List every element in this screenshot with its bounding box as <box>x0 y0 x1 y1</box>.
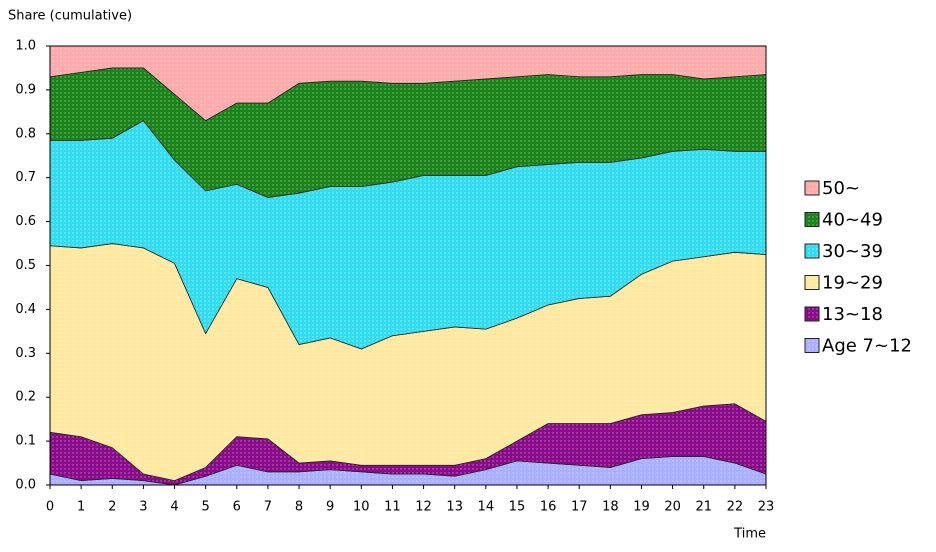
x-axis-label: Time <box>733 527 766 542</box>
legend-label: 30~39 <box>822 241 883 262</box>
x-tick-label: 0 <box>46 500 54 515</box>
x-tick-label: 18 <box>602 500 619 515</box>
y-tick-label: 0.1 <box>15 434 36 449</box>
y-tick-label: 0.0 <box>15 478 36 493</box>
x-tick-label: 23 <box>758 500 775 515</box>
x-tick-label: 10 <box>353 500 370 515</box>
legend-swatch <box>804 306 820 322</box>
x-tick-label: 8 <box>295 500 303 515</box>
x-tick-label: 22 <box>727 500 744 515</box>
x-tick-label: 6 <box>233 500 241 515</box>
y-tick-label: 1.0 <box>15 39 36 54</box>
y-tick-label: 0.3 <box>15 346 36 361</box>
x-tick-label: 9 <box>326 500 334 515</box>
legend-swatch <box>804 212 820 227</box>
legend-label: 13~18 <box>822 304 883 325</box>
legend-label: 40~49 <box>822 210 883 231</box>
x-tick-label: 7 <box>264 500 272 515</box>
y-tick-label: 0.8 <box>15 126 36 141</box>
x-tick-label: 11 <box>384 500 401 515</box>
x-tick-label: 20 <box>664 500 681 515</box>
y-tick-label: 0.7 <box>15 170 36 185</box>
x-tick-label: 5 <box>202 500 210 515</box>
x-tick-label: 19 <box>633 500 650 515</box>
legend-label: 50~ <box>822 178 860 199</box>
x-tick-label: 13 <box>446 500 463 515</box>
legend-swatch <box>804 180 820 196</box>
x-tick-label: 3 <box>139 500 147 515</box>
legend-label: Age 7~12 <box>822 336 912 357</box>
x-tick-label: 4 <box>170 500 178 515</box>
x-tick-label: 17 <box>571 500 588 515</box>
y-tick-label: 0.9 <box>15 82 36 97</box>
legend-swatch <box>804 275 820 290</box>
y-tick-label: 0.4 <box>15 302 36 317</box>
y-tick-label: 0.2 <box>15 390 36 405</box>
x-tick-label: 14 <box>478 500 495 515</box>
x-tick-label: 2 <box>108 500 116 515</box>
x-tick-label: 21 <box>695 500 712 515</box>
legend-swatch <box>804 243 820 259</box>
x-tick-label: 16 <box>540 500 557 515</box>
x-tick-label: 1 <box>77 500 85 515</box>
x-tick-label: 12 <box>415 500 432 515</box>
legend-swatch <box>804 338 820 353</box>
y-tick-label: 0.6 <box>15 214 36 229</box>
y-tick-label: 0.5 <box>15 258 36 273</box>
legend-label: 19~29 <box>822 273 883 294</box>
x-tick-label: 15 <box>509 500 526 515</box>
y-axis-label: Share (cumulative) <box>8 9 132 24</box>
